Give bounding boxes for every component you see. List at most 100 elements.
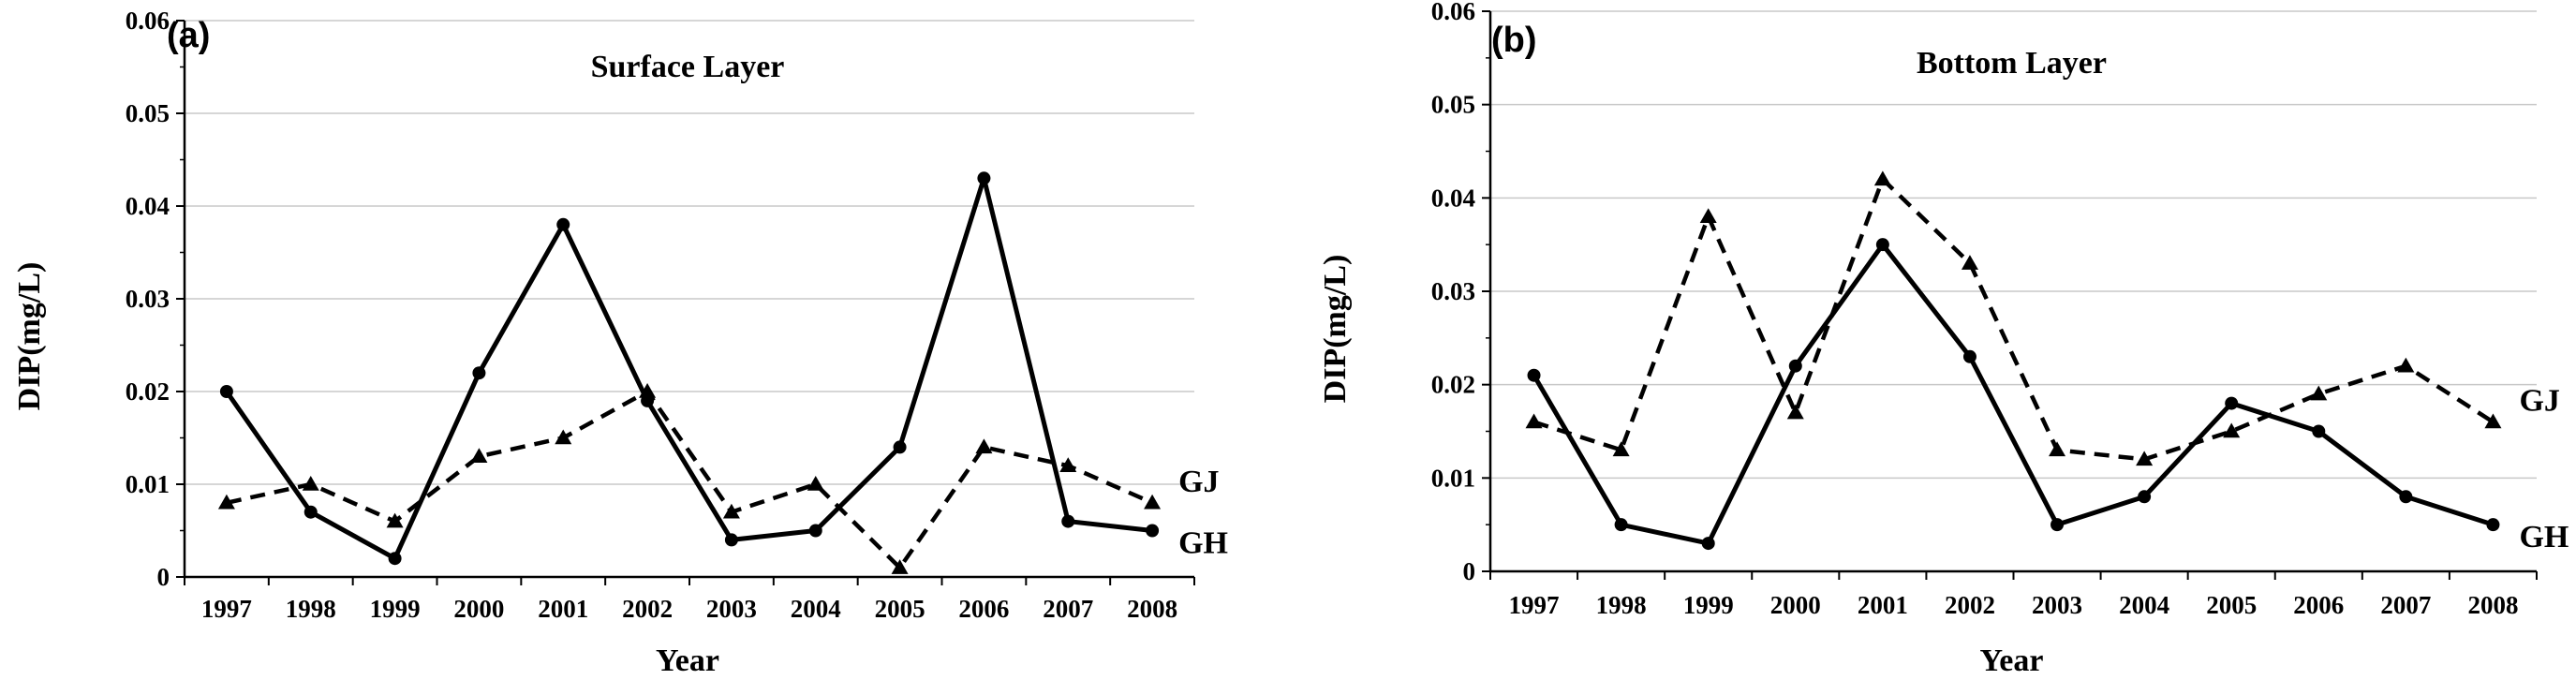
x-tick-label: 1998: [286, 595, 336, 623]
y-tick-label: 0.05: [1431, 91, 1475, 119]
point-gh: [977, 171, 991, 185]
y-tick-label: 0.05: [126, 99, 170, 127]
x-tick-label: 2005: [2206, 591, 2257, 619]
y-tick-label: 0.02: [1431, 371, 1475, 399]
series-label-gj: GJ: [2519, 384, 2559, 419]
x-tick-label: 2007: [2380, 591, 2431, 619]
point-gh: [724, 533, 738, 547]
point-gh: [472, 366, 486, 380]
point-gj: [2136, 451, 2154, 466]
point-gh: [1788, 359, 1802, 373]
x-tick-label: 2000: [1770, 591, 1821, 619]
y-tick-label: 0: [157, 563, 170, 591]
y-axis-title: DIP(mg/L): [12, 262, 47, 411]
x-tick-label: 1999: [370, 595, 421, 623]
point-gj: [1961, 255, 1978, 270]
x-axis-title: Year: [656, 643, 719, 678]
point-gj: [1699, 208, 1717, 224]
point-gh: [219, 385, 233, 398]
point-gj: [1525, 413, 1543, 429]
point-gj: [386, 512, 404, 528]
point-gj: [2049, 441, 2066, 457]
point-gh: [1146, 524, 1160, 538]
point-gj: [1059, 457, 1077, 472]
point-gh: [556, 217, 570, 231]
point-gj: [302, 476, 319, 491]
series-line-gh: [1532, 242, 2495, 546]
point-gj: [2397, 357, 2415, 373]
panel-label: (a): [167, 16, 210, 55]
point-gj: [2484, 413, 2502, 429]
series-line-gj: [226, 389, 1153, 570]
x-tick-label: 2005: [875, 595, 925, 623]
y-axis-title: DIP(mg/L): [1318, 255, 1353, 404]
x-tick-label: 2003: [2032, 591, 2082, 619]
point-gh: [2050, 518, 2065, 532]
x-tick-label: 2006: [958, 595, 1009, 623]
point-gj: [975, 438, 993, 454]
point-gh: [1962, 349, 1976, 363]
x-tick-label: 2000: [453, 595, 504, 623]
point-gh: [2399, 490, 2413, 504]
y-tick-label: 0.06: [126, 7, 170, 35]
panel-b: 0 0.01 0.02 0.03 0.04 0.05 0.06 1997 1998 1999 200…: [1318, 0, 2569, 678]
series-label-gh: GH: [1178, 526, 1228, 561]
point-gh: [2486, 518, 2500, 532]
point-gh: [808, 524, 822, 538]
y-tick-label: 0.03: [126, 285, 170, 313]
x-tick-label: 2007: [1043, 595, 1093, 623]
point-gj: [891, 559, 909, 574]
x-axis-title: Year: [1980, 643, 2044, 678]
panel-title: Bottom Layer: [1917, 46, 2107, 81]
x-tick-label: 2004: [791, 595, 841, 623]
point-gj: [217, 494, 235, 510]
x-tick-label: 2008: [1127, 595, 1177, 623]
x-tick-label: 1997: [1509, 591, 1560, 619]
point-gj: [1873, 170, 1891, 186]
x-tick-label: 2004: [2119, 591, 2169, 619]
point-gj: [555, 429, 572, 445]
point-gh: [1875, 238, 1889, 252]
point-gh: [303, 505, 318, 519]
point-gh: [388, 552, 402, 566]
point-gj: [1612, 441, 1630, 457]
point-gh: [2138, 490, 2152, 504]
x-tick-label: 1999: [1683, 591, 1734, 619]
y-tick-label: 0.01: [126, 470, 170, 498]
point-gj: [639, 383, 657, 398]
point-gj: [1786, 404, 1804, 420]
y-tick-label: 0.03: [1431, 277, 1475, 305]
point-gj: [470, 448, 488, 464]
x-tick-label: 2001: [1858, 591, 1908, 619]
point-gh: [1527, 368, 1541, 382]
point-gj: [722, 503, 740, 519]
x-tick-label: 2003: [706, 595, 757, 623]
point-gh: [1701, 537, 1715, 551]
y-tick-label: 0.04: [1431, 184, 1475, 212]
y-tick-label: 0.04: [126, 192, 170, 220]
x-tick-label: 1998: [1596, 591, 1647, 619]
point-gj: [807, 476, 824, 491]
point-gh: [1061, 514, 1075, 528]
point-gh: [1614, 518, 1628, 532]
point-gh: [2225, 396, 2239, 410]
point-gh: [2312, 424, 2326, 438]
panel-a: 0 0.01 0.02 0.03 0.04 0.05 0.06 1997 1998 1999 200…: [12, 7, 1228, 678]
panel-title: Surface Layer: [591, 50, 785, 84]
x-tick-label: 2002: [622, 595, 673, 623]
point-gj: [2310, 385, 2328, 401]
point-gj: [1144, 494, 1162, 510]
y-tick-label: 0.02: [126, 377, 170, 406]
y-tick-label: 0.01: [1431, 464, 1475, 492]
x-tick-label: 2008: [2467, 591, 2518, 619]
y-tick-label: 0.06: [1431, 0, 1475, 25]
series-line-gh: [224, 175, 1153, 561]
x-tick-label: 2006: [2293, 591, 2344, 619]
point-gj: [2223, 422, 2241, 438]
series-label-gh: GH: [2519, 520, 2569, 554]
x-tick-label: 1997: [201, 595, 252, 623]
y-tick-label: 0: [1463, 557, 1476, 585]
panel-label: (b): [1491, 21, 1537, 60]
x-tick-label: 2001: [538, 595, 588, 623]
